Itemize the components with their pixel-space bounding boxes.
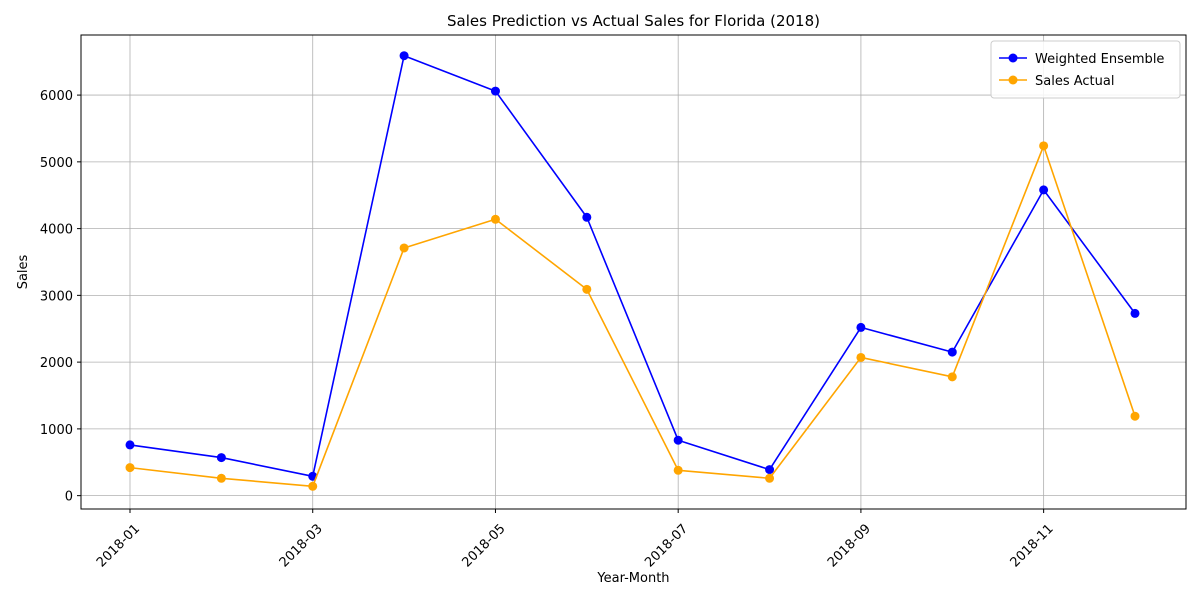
series-line — [129, 54, 1136, 478]
data-point — [308, 481, 318, 491]
data-point — [582, 212, 592, 222]
legend-box — [990, 40, 1181, 99]
plot-frame — [80, 34, 1187, 510]
y-tick-label: 1000 — [40, 423, 73, 438]
data-point — [765, 473, 775, 483]
data-point — [856, 322, 866, 332]
y-tick-label: 2000 — [40, 356, 73, 371]
data-point — [125, 463, 135, 473]
data-point — [1039, 141, 1049, 151]
y-tick-label: 4000 — [40, 223, 73, 238]
data-point — [856, 352, 866, 362]
x-axis-label: Year-Month — [596, 571, 669, 586]
legend-label: Weighted Ensemble — [1035, 52, 1164, 67]
chart-title: Sales Prediction vs Actual Sales for Flo… — [447, 12, 820, 30]
data-point — [399, 243, 409, 253]
legend-marker — [1008, 53, 1018, 63]
data-point — [582, 284, 592, 294]
data-point — [1130, 411, 1140, 421]
legend-label: Sales Actual — [1035, 74, 1114, 89]
legend-marker — [1008, 75, 1018, 85]
data-point — [216, 473, 226, 483]
data-point — [399, 51, 409, 61]
legend-item: Weighted Ensemble — [999, 52, 1164, 67]
data-point — [490, 86, 500, 96]
series-line — [129, 145, 1136, 488]
data-point — [947, 347, 957, 357]
data-point — [673, 435, 683, 445]
data-point — [1130, 308, 1140, 318]
y-tick-label: 3000 — [40, 289, 73, 304]
legend-item: Sales Actual — [999, 74, 1114, 89]
data-point — [765, 465, 775, 475]
data-point — [216, 453, 226, 463]
y-tick-label: 5000 — [40, 156, 73, 171]
data-point — [947, 372, 957, 382]
series-1 — [125, 141, 1140, 491]
y-tick-label: 6000 — [40, 89, 73, 104]
y-axis-label: Sales — [16, 254, 31, 289]
series-layer — [125, 51, 1140, 491]
data-point — [673, 465, 683, 475]
data-point — [490, 214, 500, 224]
legend: Weighted Ensemble Sales Actual — [990, 40, 1181, 99]
data-point — [125, 440, 135, 450]
data-point — [1039, 185, 1049, 195]
y-tick-label: 0 — [65, 490, 73, 505]
y-axis-ticks: 0 1000 2000 3000 4000 5000 6000 — [40, 89, 81, 505]
